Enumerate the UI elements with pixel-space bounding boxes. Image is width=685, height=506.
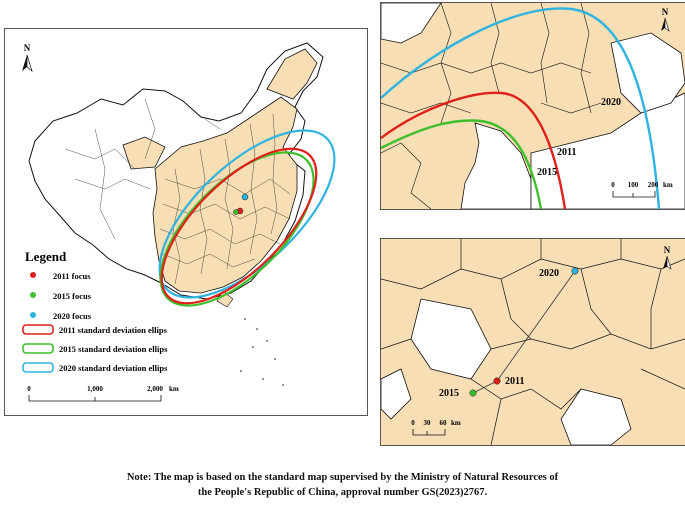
svg-text:0: 0 xyxy=(411,419,415,427)
legend-item-2015-ellipse: 2015 standard deviation ellips xyxy=(59,344,168,354)
svg-text:0: 0 xyxy=(27,385,31,393)
inset-bottom-svg: 2020 2011 2015 N 0 30 60 km xyxy=(381,239,685,445)
svg-text:km: km xyxy=(169,385,179,393)
svg-text:N: N xyxy=(664,245,671,255)
map-note-line2: the People's Republic of China, approval… xyxy=(197,487,488,498)
inset-focus-2011-point xyxy=(493,377,501,385)
inset-top-svg: 2020 2011 2015 N 0 100 200 km xyxy=(381,3,685,209)
inset-top-north-arrow-icon: N xyxy=(661,7,670,32)
arc-2020 xyxy=(381,7,661,209)
svg-text:2,000: 2,000 xyxy=(147,385,163,393)
study-area-northeast xyxy=(266,48,318,100)
legend: Legend 2011 focus 2015 focus 2020 focus … xyxy=(22,249,168,373)
arc-2015 xyxy=(381,119,543,209)
arc-2011 xyxy=(381,91,567,209)
svg-text:km: km xyxy=(451,419,461,427)
focus-2020-point xyxy=(241,193,249,201)
inset-bottom-label-2011: 2011 xyxy=(505,376,524,387)
svg-text:1,000: 1,000 xyxy=(87,385,103,393)
sea-islands xyxy=(240,318,284,386)
sea-area xyxy=(460,122,532,209)
northwest-area xyxy=(381,3,442,44)
study-area-north xyxy=(122,136,166,170)
svg-text:N: N xyxy=(662,7,669,17)
legend-title: Legend xyxy=(25,249,67,264)
northeast-area xyxy=(610,32,685,114)
inset-top-label-2011: 2011 xyxy=(557,147,576,158)
svg-text:100: 100 xyxy=(628,181,639,189)
inset-top-label-2020: 2020 xyxy=(601,97,621,108)
legend-item-2011-ellipse: 2011 standard deviation ellips xyxy=(59,325,168,335)
inset-bottom-label-2020: 2020 xyxy=(539,268,559,279)
north-arrow-icon: N xyxy=(22,43,33,72)
study-area-east xyxy=(152,96,298,294)
map-note-line1: Note: The map is based on the standard m… xyxy=(126,472,559,483)
main-scale-bar: 0 1,000 2,000 km xyxy=(27,385,179,402)
legend-item-2020-focus: 2020 focus xyxy=(53,311,92,321)
inset-bottom-scale-bar: 0 30 60 km xyxy=(411,419,461,436)
county-boundaries xyxy=(64,98,291,285)
ellipse-2011 xyxy=(160,147,318,305)
inset-top-panel: 2020 2011 2015 N 0 100 200 km xyxy=(380,2,685,210)
main-map-panel: N Legend 2011 focus 2015 focus 2020 focu… xyxy=(4,28,368,416)
white-county-southeast xyxy=(560,388,632,445)
legend-item-2015-focus: 2015 focus xyxy=(53,291,92,301)
svg-text:200: 200 xyxy=(648,181,659,189)
svg-text:km: km xyxy=(663,181,673,189)
svg-text:30: 30 xyxy=(424,419,432,427)
inset-top-label-2015: 2015 xyxy=(537,167,557,178)
legend-item-2020-ellipse: 2020 standard deviation ellips xyxy=(59,363,168,373)
legend-item-2011-focus: 2011 focus xyxy=(53,271,91,281)
map-note: Note: The map is based on the standard m… xyxy=(0,470,685,500)
white-county-southwest xyxy=(381,368,412,420)
inset-bottom-panel: 2020 2011 2015 N 0 30 60 km xyxy=(380,238,685,446)
inset-bottom-label-2015: 2015 xyxy=(439,388,459,399)
inset-bottom-north-arrow-icon: N xyxy=(663,245,672,270)
inset-top-scale-bar: 0 100 200 km xyxy=(611,181,673,198)
main-map-svg: N Legend 2011 focus 2015 focus 2020 focu… xyxy=(22,42,336,402)
ellipse-2015 xyxy=(159,151,315,307)
svg-text:N: N xyxy=(24,43,31,53)
inset-focus-2015-point xyxy=(469,389,477,397)
inset-focus-2020-point xyxy=(571,267,579,275)
inset-bottom-borders xyxy=(381,239,685,445)
svg-text:60: 60 xyxy=(440,419,448,427)
svg-text:0: 0 xyxy=(611,181,615,189)
focus-2015-point xyxy=(233,209,239,215)
